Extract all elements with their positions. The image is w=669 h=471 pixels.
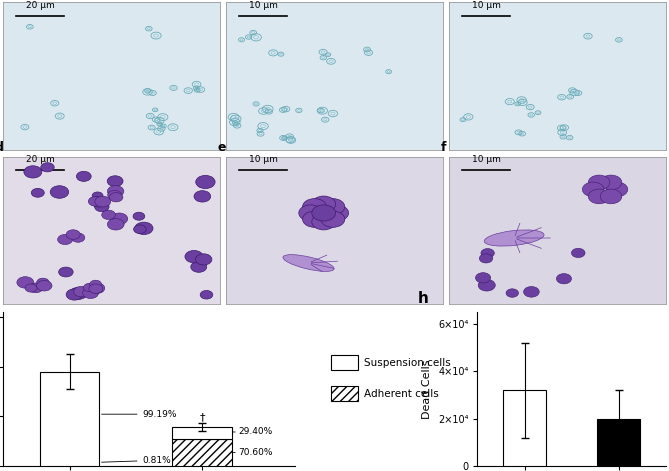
Circle shape bbox=[185, 251, 203, 263]
Circle shape bbox=[58, 235, 73, 244]
Circle shape bbox=[588, 189, 610, 204]
Bar bbox=[39, 372, 100, 466]
Circle shape bbox=[312, 196, 336, 212]
Circle shape bbox=[194, 191, 211, 202]
Circle shape bbox=[107, 176, 123, 187]
Circle shape bbox=[89, 284, 103, 293]
Circle shape bbox=[476, 273, 490, 283]
Circle shape bbox=[31, 188, 44, 197]
Circle shape bbox=[84, 283, 96, 292]
FancyBboxPatch shape bbox=[331, 355, 358, 371]
Bar bbox=[503, 390, 546, 466]
Circle shape bbox=[571, 248, 585, 258]
Y-axis label: Dead Cells: Dead Cells bbox=[422, 359, 432, 419]
Circle shape bbox=[588, 175, 610, 190]
Circle shape bbox=[299, 205, 322, 221]
Circle shape bbox=[76, 171, 91, 181]
Circle shape bbox=[83, 288, 98, 299]
Text: 10 μm: 10 μm bbox=[249, 155, 278, 164]
Circle shape bbox=[600, 189, 622, 204]
Circle shape bbox=[107, 186, 124, 197]
Circle shape bbox=[74, 286, 89, 297]
Circle shape bbox=[17, 276, 33, 288]
Circle shape bbox=[481, 249, 494, 258]
Circle shape bbox=[89, 283, 105, 293]
Circle shape bbox=[133, 212, 145, 220]
Text: h: h bbox=[417, 291, 428, 306]
Circle shape bbox=[479, 254, 493, 263]
Text: 70.60%: 70.60% bbox=[233, 448, 272, 457]
Text: 20 μm: 20 μm bbox=[26, 1, 54, 10]
Circle shape bbox=[95, 196, 110, 207]
Circle shape bbox=[107, 219, 124, 230]
Circle shape bbox=[195, 254, 212, 265]
Circle shape bbox=[24, 166, 42, 178]
Text: 10 μm: 10 μm bbox=[472, 1, 500, 10]
Circle shape bbox=[111, 213, 128, 225]
Circle shape bbox=[321, 199, 345, 215]
Text: †: † bbox=[199, 412, 205, 422]
Circle shape bbox=[90, 196, 106, 207]
Circle shape bbox=[312, 205, 336, 221]
FancyBboxPatch shape bbox=[331, 386, 358, 401]
Text: 10 μm: 10 μm bbox=[472, 155, 500, 164]
Circle shape bbox=[134, 222, 153, 235]
Bar bbox=[173, 427, 232, 439]
Circle shape bbox=[557, 274, 571, 284]
Text: Adherent cells: Adherent cells bbox=[364, 389, 439, 398]
Circle shape bbox=[37, 278, 49, 286]
Text: d: d bbox=[0, 141, 3, 154]
Circle shape bbox=[134, 225, 147, 234]
Text: 20 μm: 20 μm bbox=[26, 155, 54, 164]
Circle shape bbox=[506, 289, 518, 297]
Circle shape bbox=[70, 287, 87, 300]
Circle shape bbox=[29, 283, 43, 293]
Text: 99.19%: 99.19% bbox=[102, 410, 177, 419]
Circle shape bbox=[324, 205, 349, 221]
Circle shape bbox=[66, 289, 82, 300]
Circle shape bbox=[302, 211, 326, 227]
Circle shape bbox=[90, 280, 102, 288]
Circle shape bbox=[94, 202, 109, 211]
Circle shape bbox=[41, 162, 54, 172]
Circle shape bbox=[321, 211, 345, 227]
Circle shape bbox=[108, 190, 122, 200]
Circle shape bbox=[59, 267, 73, 277]
Circle shape bbox=[582, 182, 604, 197]
Circle shape bbox=[191, 261, 207, 272]
Circle shape bbox=[109, 193, 123, 202]
Circle shape bbox=[92, 192, 103, 199]
Ellipse shape bbox=[283, 255, 334, 271]
Circle shape bbox=[200, 291, 213, 299]
Text: e: e bbox=[217, 141, 226, 154]
Circle shape bbox=[302, 199, 326, 215]
Circle shape bbox=[478, 279, 495, 291]
Text: 0.81%: 0.81% bbox=[102, 456, 171, 465]
Circle shape bbox=[600, 175, 622, 190]
Circle shape bbox=[66, 230, 80, 239]
Circle shape bbox=[84, 284, 100, 295]
Bar bbox=[597, 419, 640, 466]
Bar bbox=[173, 439, 232, 466]
Circle shape bbox=[196, 175, 215, 188]
Text: 10 μm: 10 μm bbox=[249, 1, 278, 10]
Circle shape bbox=[524, 286, 539, 297]
Circle shape bbox=[25, 284, 37, 292]
Text: Suspension cells: Suspension cells bbox=[364, 358, 451, 368]
Text: 29.40%: 29.40% bbox=[233, 428, 272, 437]
Circle shape bbox=[88, 196, 102, 206]
Circle shape bbox=[92, 198, 106, 207]
Circle shape bbox=[71, 233, 85, 242]
Circle shape bbox=[312, 214, 336, 230]
Ellipse shape bbox=[484, 230, 544, 246]
Circle shape bbox=[102, 210, 116, 219]
Circle shape bbox=[37, 280, 52, 291]
Circle shape bbox=[606, 182, 628, 197]
Text: f: f bbox=[441, 141, 446, 154]
Circle shape bbox=[50, 186, 69, 198]
